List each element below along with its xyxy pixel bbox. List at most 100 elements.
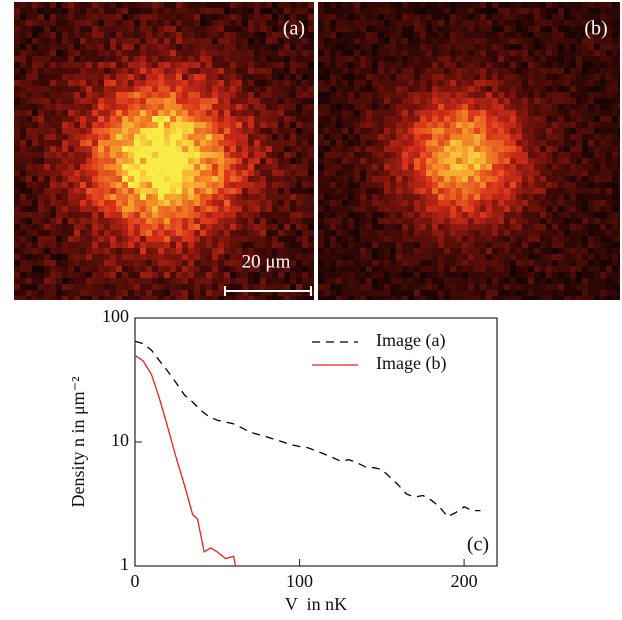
- image-pixel: [600, 248, 606, 254]
- image-pixel: [462, 248, 468, 254]
- image-pixel: [528, 200, 534, 206]
- image-pixel: [254, 296, 260, 300]
- image-pixel: [146, 200, 152, 206]
- image-pixel: [462, 74, 468, 80]
- image-pixel: [122, 272, 128, 278]
- image-pixel: [594, 128, 600, 134]
- image-pixel: [164, 50, 170, 56]
- image-pixel: [74, 224, 80, 230]
- image-pixel: [242, 152, 248, 158]
- image-pixel: [606, 158, 612, 164]
- image-pixel: [492, 86, 498, 92]
- image-pixel: [342, 212, 348, 218]
- image-pixel: [230, 254, 236, 260]
- image-pixel: [116, 32, 122, 38]
- image-pixel: [552, 32, 558, 38]
- image-pixel: [420, 254, 426, 260]
- image-pixel: [44, 242, 50, 248]
- image-pixel: [170, 248, 176, 254]
- image-pixel: [140, 224, 146, 230]
- image-pixel: [182, 122, 188, 128]
- image-pixel: [612, 182, 618, 188]
- image-pixel: [498, 62, 504, 68]
- image-pixel: [582, 200, 588, 206]
- image-pixel: [68, 230, 74, 236]
- image-pixel: [230, 152, 236, 158]
- image-pixel: [158, 236, 164, 242]
- image-pixel: [86, 26, 92, 32]
- image-pixel: [498, 122, 504, 128]
- image-pixel: [290, 236, 296, 242]
- image-pixel: [50, 8, 56, 14]
- image-pixel: [576, 266, 582, 272]
- image-pixel: [92, 212, 98, 218]
- image-pixel: [588, 110, 594, 116]
- image-pixel: [116, 164, 122, 170]
- image-pixel: [396, 218, 402, 224]
- image-pixel: [582, 152, 588, 158]
- image-pixel: [38, 182, 44, 188]
- image-pixel: [462, 68, 468, 74]
- image-pixel: [158, 26, 164, 32]
- image-pixel: [516, 56, 522, 62]
- image-pixel: [510, 236, 516, 242]
- image-pixel: [122, 188, 128, 194]
- image-pixel: [408, 224, 414, 230]
- image-pixel: [540, 260, 546, 266]
- image-pixel: [152, 236, 158, 242]
- image-pixel: [486, 272, 492, 278]
- image-pixel: [414, 2, 420, 8]
- image-pixel: [122, 194, 128, 200]
- image-pixel: [224, 218, 230, 224]
- image-pixel: [612, 236, 618, 242]
- image-pixel: [140, 50, 146, 56]
- image-pixel: [570, 206, 576, 212]
- image-pixel: [558, 110, 564, 116]
- image-pixel: [236, 224, 242, 230]
- image-pixel: [504, 146, 510, 152]
- image-pixel: [74, 80, 80, 86]
- image-pixel: [248, 284, 254, 290]
- image-pixel: [546, 266, 552, 272]
- image-pixel: [594, 62, 600, 68]
- image-pixel: [384, 188, 390, 194]
- image-pixel: [188, 110, 194, 116]
- image-pixel: [336, 50, 342, 56]
- image-pixel: [354, 38, 360, 44]
- image-pixel: [188, 134, 194, 140]
- image-pixel: [224, 98, 230, 104]
- image-pixel: [318, 8, 324, 14]
- image-pixel: [384, 236, 390, 242]
- image-pixel: [552, 146, 558, 152]
- image-pixel: [606, 50, 612, 56]
- image-pixel: [38, 20, 44, 26]
- image-pixel: [468, 20, 474, 26]
- image-pixel: [372, 50, 378, 56]
- image-pixel: [50, 116, 56, 122]
- image-pixel: [38, 296, 44, 300]
- image-pixel: [110, 182, 116, 188]
- image-pixel: [588, 224, 594, 230]
- image-pixel: [330, 284, 336, 290]
- image-pixel: [444, 236, 450, 242]
- image-pixel: [564, 152, 570, 158]
- image-pixel: [254, 206, 260, 212]
- image-pixel: [98, 182, 104, 188]
- image-pixel: [522, 80, 528, 86]
- image-pixel: [432, 260, 438, 266]
- image-pixel: [510, 134, 516, 140]
- image-pixel: [152, 254, 158, 260]
- image-pixel: [456, 272, 462, 278]
- image-pixel: [588, 134, 594, 140]
- image-pixel: [348, 116, 354, 122]
- image-pixel: [122, 26, 128, 32]
- image-pixel: [492, 284, 498, 290]
- image-pixel: [110, 44, 116, 50]
- image-pixel: [492, 56, 498, 62]
- image-pixel: [218, 128, 224, 134]
- image-pixel: [50, 272, 56, 278]
- image-pixel: [456, 20, 462, 26]
- image-pixel: [260, 146, 266, 152]
- image-pixel: [80, 104, 86, 110]
- image-pixel: [158, 230, 164, 236]
